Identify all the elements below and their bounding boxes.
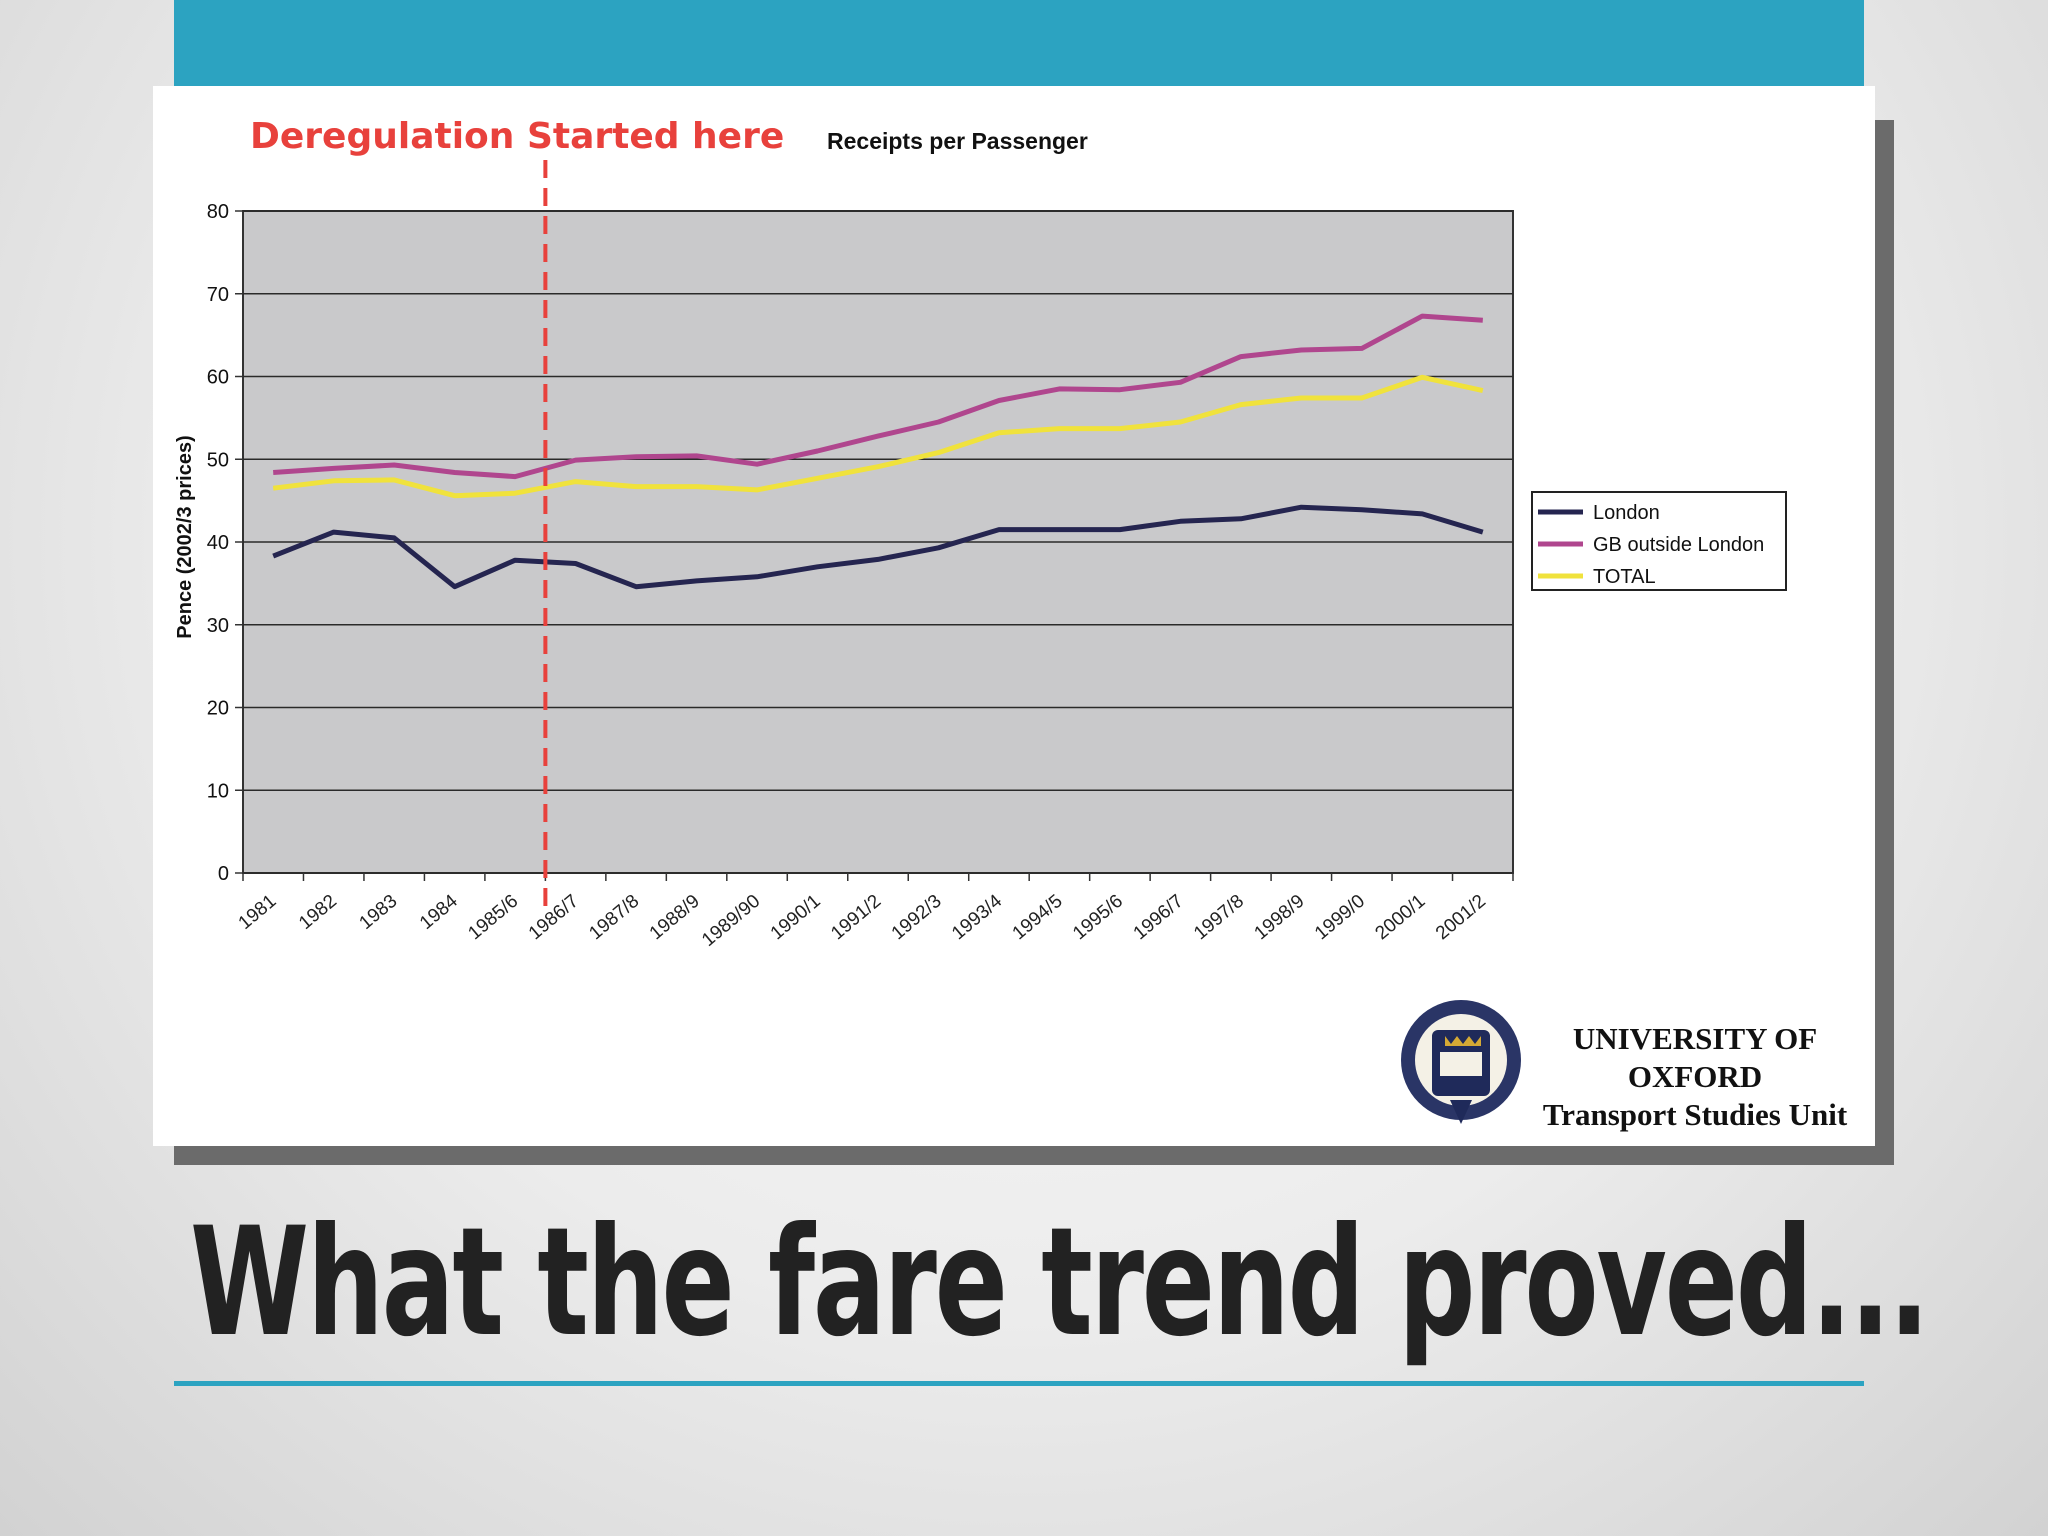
x-tick-label: 1987/8 bbox=[585, 891, 643, 944]
logo-line-2: OXFORD bbox=[1627, 1059, 1763, 1094]
y-tick-label: 40 bbox=[207, 532, 229, 554]
chart-title: Receipts per Passenger bbox=[827, 128, 1088, 154]
x-tick-label: 1999/0 bbox=[1311, 891, 1369, 944]
x-tick-label: 1989/90 bbox=[698, 891, 764, 951]
x-tick-label: 1986/7 bbox=[525, 891, 583, 944]
y-tick-label: 20 bbox=[207, 698, 229, 720]
deregulation-annotation: Deregulation Started here bbox=[250, 116, 784, 157]
x-tick-label: 1995/6 bbox=[1069, 891, 1127, 944]
x-tick-label: 1983 bbox=[356, 891, 402, 934]
x-tick-label: 1990/1 bbox=[767, 891, 825, 944]
x-tick-label: 1994/5 bbox=[1009, 891, 1067, 944]
y-axis-ticks: 0 10 20 30 40 50 60 70 80 bbox=[207, 201, 243, 885]
x-tick-label: 1991/2 bbox=[827, 891, 885, 944]
legend-label: London bbox=[1593, 502, 1660, 524]
x-tick-label: 1985/6 bbox=[464, 891, 522, 944]
university-crest-icon bbox=[1401, 1000, 1521, 1124]
x-tick-label: 1988/9 bbox=[646, 891, 704, 944]
gridlines bbox=[243, 210, 1513, 874]
header-accent-bar bbox=[174, 0, 1864, 86]
x-tick-label: 1981 bbox=[235, 891, 281, 934]
legend: London GB outside London TOTAL bbox=[1538, 502, 1764, 588]
y-tick-label: 30 bbox=[207, 615, 229, 637]
x-tick-label: 1998/9 bbox=[1251, 891, 1309, 944]
y-axis-label: Pence (2002/3 prices) bbox=[174, 435, 196, 638]
title-underline bbox=[174, 1381, 1864, 1386]
y-tick-label: 10 bbox=[207, 780, 229, 802]
logo-line-3: Transport Studies Unit bbox=[1542, 1097, 1848, 1132]
x-tick-label: 1996/7 bbox=[1130, 891, 1188, 944]
x-tick-label: 1997/8 bbox=[1190, 891, 1248, 944]
x-axis-ticks: 1981 1982 1983 1984 1985/6 1986/7 1987/8 1988/9… bbox=[235, 873, 1514, 951]
x-tick-label: 2001/2 bbox=[1432, 891, 1490, 944]
logo-text: UNIVERSITY OF OXFORD Transport Studies U… bbox=[1500, 1020, 1890, 1134]
slide-title: What the fare trend proved... bbox=[190, 1196, 1930, 1370]
series-lines bbox=[272, 313, 1484, 590]
y-tick-label: 50 bbox=[207, 449, 229, 471]
series-line-london bbox=[272, 504, 1484, 590]
x-tick-label: 1992/3 bbox=[888, 891, 946, 944]
series-line-total bbox=[272, 374, 1484, 499]
series-line-gb-outside-london bbox=[273, 313, 1483, 480]
x-tick-label: 2000/1 bbox=[1371, 891, 1429, 944]
x-tick-label: 1984 bbox=[416, 890, 462, 934]
logo-line-1: UNIVERSITY OF bbox=[1572, 1021, 1818, 1056]
x-tick-label: 1982 bbox=[295, 891, 341, 934]
y-tick-label: 80 bbox=[207, 201, 229, 223]
y-tick-label: 0 bbox=[218, 863, 229, 885]
y-tick-label: 70 bbox=[207, 284, 229, 306]
x-tick-label: 1993/4 bbox=[948, 890, 1006, 944]
legend-label: TOTAL bbox=[1593, 566, 1656, 588]
legend-label: GB outside London bbox=[1593, 534, 1764, 556]
y-tick-label: 60 bbox=[207, 367, 229, 389]
